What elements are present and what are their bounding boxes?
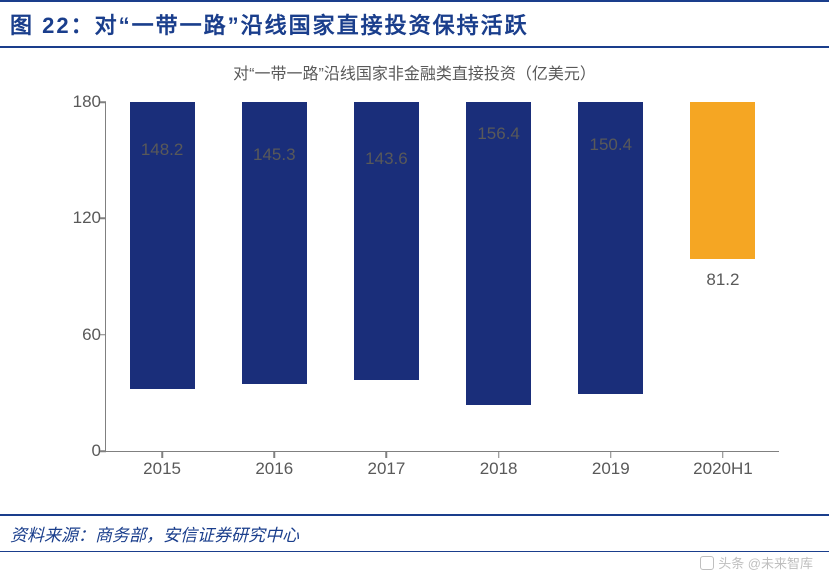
- x-axis-tick-label: 2017: [330, 459, 442, 479]
- chart-subtitle: 对“一带一路”沿线国家非金融类直接投资（亿美元）: [0, 48, 829, 92]
- watermark-icon: [700, 556, 714, 570]
- y-axis-tick-mark: [100, 218, 106, 220]
- bar-chart: 148.22015145.32016143.62017156.42018150.…: [70, 92, 789, 492]
- y-axis-tick-label: 60: [61, 325, 101, 345]
- bar-slot: 156.42018: [443, 102, 555, 451]
- x-axis-tick-mark: [610, 452, 612, 458]
- bar-value-label: 150.4: [555, 135, 667, 155]
- x-axis-tick-label: 2016: [218, 459, 330, 479]
- y-axis-tick-label: 180: [61, 92, 101, 112]
- bar-slot: 150.42019: [555, 102, 667, 451]
- x-axis-tick-mark: [386, 452, 388, 458]
- bar: [242, 102, 307, 384]
- x-axis-tick-mark: [498, 452, 500, 458]
- figure-number: 图 22：: [10, 13, 95, 38]
- x-axis-tick-label: 2019: [555, 459, 667, 479]
- x-axis-tick-label: 2020H1: [667, 459, 779, 479]
- figure-title-text: 对“一带一路”沿线国家直接投资保持活跃: [95, 13, 529, 38]
- source-citation: 资料来源：商务部，安信证券研究中心: [0, 514, 829, 552]
- bar-slot: 145.32016: [218, 102, 330, 451]
- bar-value-label: 156.4: [443, 124, 555, 144]
- x-axis-tick-label: 2015: [106, 459, 218, 479]
- bar-value-label: 145.3: [218, 145, 330, 165]
- x-axis-tick-label: 2018: [443, 459, 555, 479]
- plot-area: 148.22015145.32016143.62017156.42018150.…: [105, 102, 779, 452]
- y-axis-tick-mark: [100, 101, 106, 103]
- bars-container: 148.22015145.32016143.62017156.42018150.…: [106, 102, 779, 451]
- bar: [466, 102, 531, 405]
- y-axis-tick-mark: [100, 450, 106, 452]
- bar: [690, 102, 755, 259]
- x-axis-tick-mark: [722, 452, 724, 458]
- bar-value-label: 143.6: [330, 149, 442, 169]
- bar-slot: 143.62017: [330, 102, 442, 451]
- x-axis-tick-mark: [161, 452, 163, 458]
- bar: [354, 102, 419, 380]
- x-axis-tick-mark: [274, 452, 276, 458]
- y-axis-tick-label: 120: [61, 208, 101, 228]
- watermark-text: 头条 @未来智库: [718, 553, 813, 572]
- bar-slot: 81.22020H1: [667, 102, 779, 451]
- bar-value-label: 148.2: [106, 140, 218, 160]
- y-axis-tick-mark: [100, 334, 106, 336]
- y-axis-tick-label: 0: [61, 441, 101, 461]
- bar-slot: 148.22015: [106, 102, 218, 451]
- figure-title-bar: 图 22：对“一带一路”沿线国家直接投资保持活跃: [0, 0, 829, 48]
- bar-value-label: 81.2: [667, 270, 779, 290]
- watermark: 头条 @未来智库: [700, 553, 813, 572]
